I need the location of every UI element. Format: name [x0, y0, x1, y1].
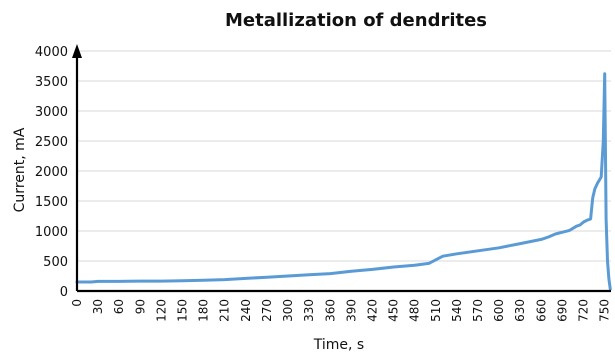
x-tick-label: 60	[112, 299, 126, 314]
x-tick-label: 750	[598, 299, 612, 322]
x-axis-label: Time, s	[313, 337, 364, 353]
x-tick-label: 90	[133, 299, 147, 314]
y-tick-label: 0	[60, 285, 68, 300]
x-tick-label: 360	[323, 299, 337, 322]
x-tick-label: 540	[450, 299, 464, 322]
x-tick-label: 660	[534, 299, 548, 322]
tick-labels: 0 500 1000 1500 2000 2500 3000 3500 4000 0 30 60 90 1…	[35, 45, 612, 322]
x-tick-label: 690	[555, 299, 569, 322]
x-tick-label: 390	[344, 299, 358, 322]
y-axis-arrow-icon	[72, 44, 82, 58]
y-tick-label: 3500	[35, 75, 68, 90]
chart-title: Metallization of dendrites	[225, 10, 487, 31]
x-tick-label: 0	[70, 299, 84, 307]
y-tick-label: 4000	[35, 45, 68, 60]
x-tick-label: 630	[513, 299, 527, 322]
x-tick-label: 570	[471, 299, 485, 322]
y-tick-label: 2500	[35, 135, 68, 150]
y-axis-label: Current, mA	[12, 127, 28, 212]
y-tick-label: 3000	[35, 105, 68, 120]
x-tick-label: 150	[176, 299, 190, 322]
x-tick-label: 720	[577, 299, 591, 322]
series-line-0	[75, 72, 612, 291]
y-tick-label: 1000	[35, 225, 68, 240]
x-tick-label: 210	[218, 299, 232, 322]
y-tick-label: 500	[43, 255, 68, 270]
axes	[72, 44, 611, 293]
x-tick-label: 300	[281, 299, 295, 322]
y-tick-label: 1500	[35, 195, 68, 210]
series-group	[75, 72, 612, 291]
x-tick-label: 420	[365, 299, 379, 322]
y-tick-label: 2000	[35, 165, 68, 180]
gridlines	[77, 50, 611, 262]
x-tick-label: 510	[429, 299, 443, 322]
x-tick-label: 270	[260, 299, 274, 322]
x-tick-label: 600	[492, 299, 506, 322]
x-tick-label: 450	[387, 299, 401, 322]
x-tick-label: 180	[197, 299, 211, 322]
x-tick-label: 330	[302, 299, 316, 322]
x-tick-label: 240	[239, 299, 253, 322]
x-tick-label: 120	[154, 299, 168, 322]
x-tick-label: 480	[408, 299, 422, 322]
x-tick-label: 30	[91, 299, 105, 314]
